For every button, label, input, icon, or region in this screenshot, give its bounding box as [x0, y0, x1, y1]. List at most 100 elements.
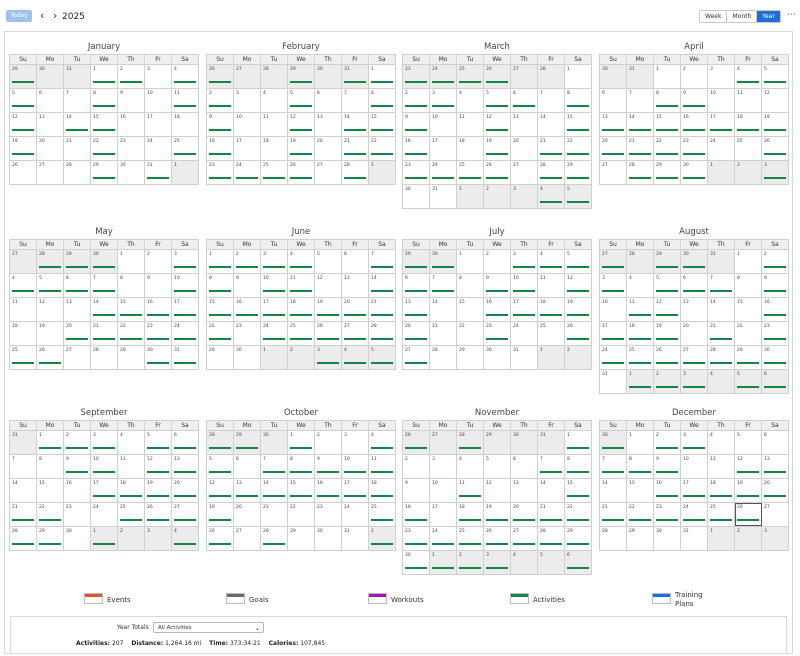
day-cell[interactable]: 15 [457, 298, 484, 321]
activity-bar[interactable] [12, 362, 34, 364]
day-cell[interactable]: 7 [538, 89, 565, 112]
day-cell[interactable]: 2 [315, 431, 342, 454]
day-cell[interactable]: 7 [369, 250, 396, 273]
adjacent-month-day-cell[interactable]: 1 [91, 527, 118, 550]
day-cell[interactable]: 28 [538, 161, 565, 184]
day-cell[interactable]: 6 [172, 431, 199, 454]
activity-bar[interactable] [683, 177, 705, 179]
activity-bar[interactable] [567, 153, 589, 155]
activity-bar[interactable] [120, 519, 142, 521]
activity-bar[interactable] [486, 338, 508, 340]
day-cell[interactable]: 30 [681, 161, 708, 184]
adjacent-month-day-cell[interactable]: 31 [10, 431, 37, 454]
adjacent-month-day-cell[interactable]: 29 [654, 250, 681, 273]
activity-bar[interactable] [371, 495, 393, 497]
day-cell[interactable]: 28 [91, 346, 118, 369]
activity-bar[interactable] [629, 177, 651, 179]
activity-bar[interactable] [656, 471, 678, 473]
activity-bar[interactable] [486, 177, 508, 179]
month-title[interactable]: February [282, 42, 320, 52]
day-cell[interactable]: 14 [261, 479, 288, 502]
day-cell[interactable]: 24 [430, 161, 457, 184]
day-cell[interactable]: 27 [681, 346, 708, 369]
activity-bar[interactable] [432, 290, 454, 292]
activity-bar[interactable] [93, 81, 115, 83]
activity-bar[interactable] [344, 495, 366, 497]
day-cell[interactable]: 18 [10, 322, 37, 345]
day-cell[interactable]: 24 [91, 503, 118, 526]
day-cell[interactable]: 24 [600, 346, 627, 369]
day-cell[interactable]: 16 [484, 298, 511, 321]
activity-bar[interactable] [764, 471, 786, 473]
day-cell[interactable]: 3 [261, 250, 288, 273]
day-cell[interactable]: 12 [207, 479, 234, 502]
activity-bar[interactable] [263, 266, 285, 268]
day-cell[interactable]: 3 [234, 89, 261, 112]
day-cell[interactable]: 24 [261, 322, 288, 345]
day-cell[interactable]: 22 [735, 322, 762, 345]
adjacent-month-day-cell[interactable]: 31 [708, 250, 735, 273]
activity-bar[interactable] [764, 177, 786, 179]
day-cell[interactable]: 5 [484, 455, 511, 478]
chevron-right-icon[interactable]: › [53, 9, 58, 22]
activity-bar[interactable] [656, 386, 678, 388]
day-cell[interactable]: 10 [600, 298, 627, 321]
adjacent-month-day-cell[interactable]: 26 [484, 65, 511, 88]
day-cell[interactable]: 16 [403, 137, 430, 160]
year-view-button[interactable]: Year [756, 11, 780, 22]
activity-bar[interactable] [629, 314, 651, 316]
day-cell[interactable]: 28 [538, 527, 565, 550]
day-cell[interactable]: 8 [565, 455, 592, 478]
day-cell[interactable]: 11 [118, 455, 145, 478]
activity-bar[interactable] [209, 495, 231, 497]
day-cell[interactable]: 5 [762, 65, 789, 88]
adjacent-month-day-cell[interactable]: 4 [538, 185, 565, 208]
activity-bar[interactable] [371, 543, 393, 545]
activity-bar[interactable] [66, 338, 88, 340]
day-cell[interactable]: 9 [681, 89, 708, 112]
activity-bar[interactable] [567, 129, 589, 131]
adjacent-month-day-cell[interactable]: 4 [342, 346, 369, 369]
adjacent-month-day-cell[interactable]: 1 [708, 527, 735, 550]
activity-bar[interactable] [629, 386, 651, 388]
activity-bar[interactable] [764, 266, 786, 268]
day-cell[interactable]: 27 [315, 161, 342, 184]
activity-bar[interactable] [405, 290, 427, 292]
day-cell[interactable]: 19 [207, 503, 234, 526]
activity-bar[interactable] [540, 471, 562, 473]
activity-bar[interactable] [93, 105, 115, 107]
day-cell[interactable]: 11 [457, 113, 484, 136]
activity-bar[interactable] [371, 314, 393, 316]
adjacent-month-day-cell[interactable]: 28 [37, 250, 64, 273]
activity-bar[interactable] [344, 362, 366, 364]
day-cell[interactable]: 19 [484, 137, 511, 160]
day-cell[interactable]: 29 [207, 346, 234, 369]
day-cell[interactable]: 1 [118, 250, 145, 273]
day-cell[interactable]: 10 [261, 274, 288, 297]
activity-bar[interactable] [602, 471, 624, 473]
adjacent-month-day-cell[interactable]: 5 [369, 346, 396, 369]
day-cell[interactable]: 17 [430, 503, 457, 526]
day-cell[interactable]: 3 [430, 455, 457, 478]
day-cell[interactable]: 8 [118, 274, 145, 297]
day-cell[interactable]: 5 [207, 455, 234, 478]
day-cell[interactable]: 13 [172, 455, 199, 478]
activity-bar[interactable] [371, 266, 393, 268]
activity-bar[interactable] [459, 495, 481, 497]
day-cell[interactable]: 26 [10, 161, 37, 184]
day-cell[interactable]: 16 [118, 113, 145, 136]
adjacent-month-day-cell[interactable]: 1 [708, 161, 735, 184]
day-cell[interactable]: 27 [762, 503, 789, 526]
adjacent-month-day-cell[interactable]: 30 [315, 65, 342, 88]
activity-filter-select[interactable]: All Activities ⌄ [153, 622, 264, 633]
activity-bar[interactable] [459, 519, 481, 521]
adjacent-month-day-cell[interactable]: 2 [118, 527, 145, 550]
month-title[interactable]: July [489, 227, 505, 237]
activity-bar[interactable] [540, 177, 562, 179]
day-cell[interactable]: 17 [430, 137, 457, 160]
activity-bar[interactable] [174, 266, 196, 268]
activity-bar[interactable] [683, 386, 705, 388]
day-cell[interactable]: 19 [565, 298, 592, 321]
activity-bar[interactable] [174, 362, 196, 364]
activity-bar[interactable] [174, 543, 196, 545]
